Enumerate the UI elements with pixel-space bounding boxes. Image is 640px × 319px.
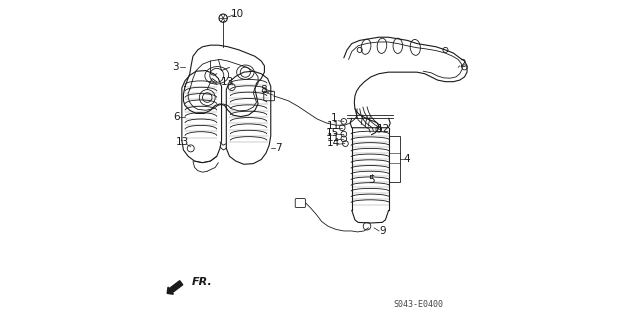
Text: 12: 12 [377,124,390,134]
Text: 6: 6 [173,112,180,122]
Text: 2: 2 [459,59,466,69]
Text: FR.: FR. [191,277,212,287]
Text: S043-E0400: S043-E0400 [394,300,444,309]
Text: 1: 1 [331,113,338,123]
Text: 10: 10 [231,9,244,19]
Bar [388,136,400,182]
Text: 8: 8 [260,85,267,95]
Text: 13: 13 [221,77,234,87]
Text: 14: 14 [326,138,340,148]
Text: 5: 5 [369,175,375,185]
Text: 9: 9 [380,226,386,236]
Text: 7: 7 [275,143,282,153]
Text: 11: 11 [326,121,340,131]
Text: 4: 4 [403,154,410,164]
FancyArrow shape [167,281,183,294]
Text: 13: 13 [176,137,189,147]
Text: 3: 3 [172,63,179,72]
Text: 15: 15 [326,128,339,137]
Text: 11: 11 [326,133,340,143]
